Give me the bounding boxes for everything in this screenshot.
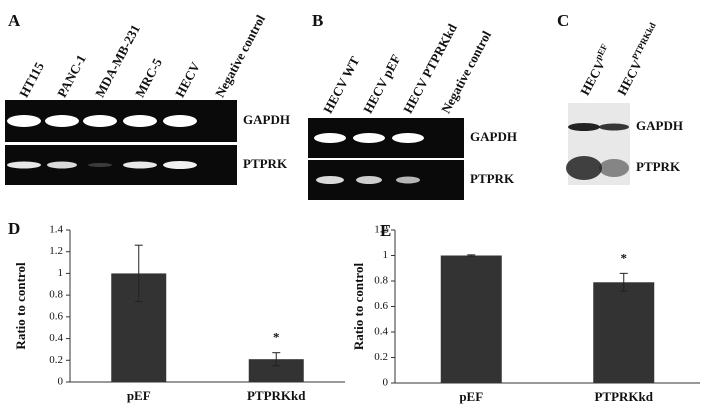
bar [593, 282, 655, 383]
panel-label: A [8, 11, 21, 30]
gel-band [45, 115, 79, 127]
y-tick-label: 1.2 [374, 224, 388, 236]
lane-label-sup: PTPRKkd [630, 21, 658, 61]
row-label: PTPRK [243, 156, 288, 171]
lane-label: HECV [172, 59, 203, 100]
row-label: PTPRK [470, 171, 515, 186]
gel-band [353, 133, 385, 143]
gel-band [314, 133, 346, 143]
y-tick-label: 1 [383, 249, 389, 261]
lane-label: Negative control [212, 12, 268, 100]
row-label: PTPRK [636, 159, 681, 174]
gel-band [356, 176, 382, 184]
y-tick-label: 0 [58, 376, 64, 388]
y-tick-label: 1.2 [49, 245, 63, 257]
lane-label: HT115 [16, 59, 47, 100]
gel-band [566, 156, 602, 180]
gel-band [7, 115, 41, 127]
annotation: * [273, 330, 280, 345]
panel-label: B [312, 11, 323, 30]
row-label: GAPDH [243, 112, 290, 127]
y-tick-label: 0.8 [49, 289, 63, 301]
lane-label: HECV pEF [360, 52, 404, 116]
lane-label: PANC-1 [54, 52, 89, 100]
gel-band [7, 161, 41, 169]
y-tick-label: 0 [383, 377, 389, 389]
lane-label: MRC-5 [132, 55, 165, 99]
gel-band [83, 115, 117, 127]
gel-band [599, 159, 629, 177]
gel-band [316, 176, 344, 184]
lane-label-sup: pEF [593, 42, 610, 62]
row-label: GAPDH [636, 118, 683, 133]
row-label: GAPDH [470, 129, 517, 144]
lane-label: HECVPTPRKkd [612, 21, 664, 98]
y-tick-label: 0.6 [374, 300, 388, 312]
annotation: * [621, 250, 628, 265]
gel-image [5, 145, 237, 185]
x-tick-label: PTPRKkd [594, 389, 653, 404]
gel-band [392, 133, 424, 143]
gel-band [123, 115, 157, 127]
gel-band [599, 123, 629, 131]
x-tick-label: PTPRKkd [247, 388, 306, 403]
x-tick-label: pEF [127, 388, 151, 403]
y-tick-label: 0.2 [374, 351, 388, 363]
bar [440, 255, 502, 383]
y-axis-label: Ratio to control [13, 262, 28, 350]
gel-band [123, 161, 157, 169]
x-tick-label: pEF [459, 389, 483, 404]
y-tick-label: 1 [58, 267, 64, 279]
bar [248, 359, 304, 382]
y-tick-label: 0.6 [49, 310, 63, 322]
y-tick-label: 0.8 [374, 275, 388, 287]
panel-label: D [8, 219, 20, 238]
y-axis-label: Ratio to control [351, 263, 366, 351]
gel-band [568, 123, 600, 131]
gel-image [5, 100, 237, 142]
gel-band [88, 163, 112, 167]
y-tick-label: 0.4 [49, 332, 63, 344]
gel-band [163, 115, 197, 127]
y-tick-label: 1.4 [49, 224, 63, 236]
panel-label: C [557, 11, 569, 30]
y-tick-label: 0.4 [374, 326, 388, 338]
panel-label: E [380, 221, 391, 240]
gel-band [163, 161, 197, 169]
lane-label: HECVpEF [575, 42, 616, 98]
gel-band [396, 176, 420, 184]
lane-label-base: HECV [614, 57, 645, 98]
gel-band [47, 161, 77, 169]
y-tick-label: 0.2 [49, 354, 63, 366]
lane-label-base: HECV [577, 57, 608, 98]
lane-label: HECV WT [320, 54, 363, 116]
